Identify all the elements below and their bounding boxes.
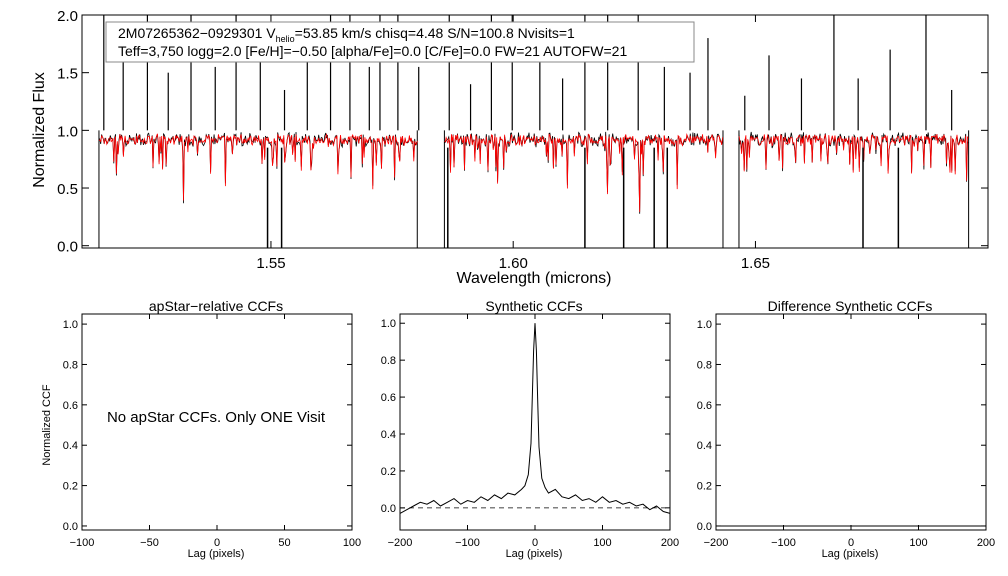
spectrum-ytick-label: 1.0 xyxy=(57,123,78,140)
difference-xtick-label: 200 xyxy=(977,537,995,549)
apstar-ytick-label: 0.4 xyxy=(63,440,78,452)
difference-frame xyxy=(715,313,987,531)
spectrum-frame xyxy=(81,14,989,249)
spectrum-xlabel: Wavelength (microns) xyxy=(456,270,611,287)
difference-ytick-label: 1.0 xyxy=(697,319,712,331)
apstar-ccf-panel: −100 −50 0 50 100 0.0 0.2 0.4 0.6 0.8 1.0 xyxy=(63,313,361,549)
difference-ytick-label: 0.6 xyxy=(697,400,712,412)
spectrum-ytick-label: 1.5 xyxy=(57,66,78,83)
synthetic-ccf-panel: −200 −100 0 100 200 0.0 0.2 0.4 0.6 0.8 1.0 xyxy=(381,313,679,549)
synthetic-ytick-label: 0.8 xyxy=(381,355,396,367)
apstar-xlabel: Lag (pixels) xyxy=(188,548,245,560)
difference-xtick-label: −100 xyxy=(771,537,796,549)
synthetic-ytick-label: 0.6 xyxy=(381,392,396,404)
apstar-xtick-label: −50 xyxy=(140,537,159,549)
apstar-xtick-label: 100 xyxy=(343,537,361,549)
difference-ytick-label: 0.4 xyxy=(697,440,712,452)
difference-ytick-label: 0.8 xyxy=(697,359,712,371)
spectrum-ylabel: Normalized Flux xyxy=(31,72,48,188)
spectrum-xtick-label: 1.60 xyxy=(499,255,528,272)
synthetic-ytick-label: 0.0 xyxy=(381,503,396,515)
apstar-ccf-title: apStar−relative CCFs xyxy=(149,298,283,314)
apstar-ytick-label: 1.0 xyxy=(63,319,78,331)
difference-ccf-panel: −200 −100 0 100 200 0.0 0.2 0.4 0.6 0.8 1.0 xyxy=(697,313,995,549)
synthetic-ytick-label: 1.0 xyxy=(381,318,396,330)
synthetic-ytick-label: 0.2 xyxy=(381,466,396,478)
difference-xtick-label: −200 xyxy=(704,537,729,549)
apstar-ytick-label: 0.6 xyxy=(63,400,78,412)
apstar-xtick-label: −100 xyxy=(70,537,95,549)
model-spectrum-chip-1 xyxy=(98,133,418,201)
spectrum-xtick-label: 1.65 xyxy=(741,255,770,272)
synthetic-frame xyxy=(399,313,671,531)
synthetic-ytick-label: 0.4 xyxy=(381,429,396,441)
spectrum-ytick-label: 0.5 xyxy=(57,181,78,198)
difference-xtick-label: 0 xyxy=(848,537,854,549)
apstar-ytick-label: 0.0 xyxy=(63,521,78,533)
difference-xtick-label: 100 xyxy=(909,537,927,549)
spectrum-ytick-label: 0.0 xyxy=(57,239,78,256)
synthetic-xlabel: Lag (pixels) xyxy=(506,548,563,560)
synthetic-xtick-label: −100 xyxy=(455,537,480,549)
info-line-2: Teff=3,750 logg=2.0 [Fe/H]=−0.50 [alpha/… xyxy=(118,43,627,59)
spectrum-xtick-label: 1.55 xyxy=(256,255,285,272)
apstar-xtick-label: 50 xyxy=(278,537,290,549)
apstar-annotation: No apStar CCFs. Only ONE Visit xyxy=(107,409,326,426)
synthetic-xtick-label: 0 xyxy=(532,537,538,549)
model-spectrum-chip-2 xyxy=(444,133,723,212)
spectrum-plot-area xyxy=(98,15,970,248)
spectrum-ytick-label: 2.0 xyxy=(57,8,78,25)
info-line-1: 2M07265362−0929301 Vhelio=53.85 km/s chi… xyxy=(118,25,575,44)
apstar-ytick-label: 0.8 xyxy=(63,359,78,371)
spectrum-panel: 1.55 1.60 1.65 0.0 0.5 1.0 1.5 2.0 xyxy=(57,8,989,272)
difference-xlabel: Lag (pixels) xyxy=(822,548,879,560)
apstar-xtick-label: 0 xyxy=(214,537,220,549)
spectrum-info-box: 2M07265362−0929301 Vhelio=53.85 km/s chi… xyxy=(105,21,695,63)
synthetic-ccf-title: Synthetic CCFs xyxy=(485,298,582,314)
synthetic-xtick-label: 200 xyxy=(661,537,679,549)
apstar-ytick-label: 0.2 xyxy=(63,481,78,493)
model-spectrum-chip-3 xyxy=(738,133,969,181)
synthetic-ccf-line xyxy=(399,323,671,514)
synthetic-xtick-label: 100 xyxy=(593,537,611,549)
synthetic-xtick-label: −200 xyxy=(388,537,413,549)
difference-ccf-title: Difference Synthetic CCFs xyxy=(768,298,933,314)
apstar-ylabel: Normalized CCF xyxy=(41,384,53,466)
difference-ytick-label: 0.2 xyxy=(697,481,712,493)
difference-ytick-label: 0.0 xyxy=(697,521,712,533)
